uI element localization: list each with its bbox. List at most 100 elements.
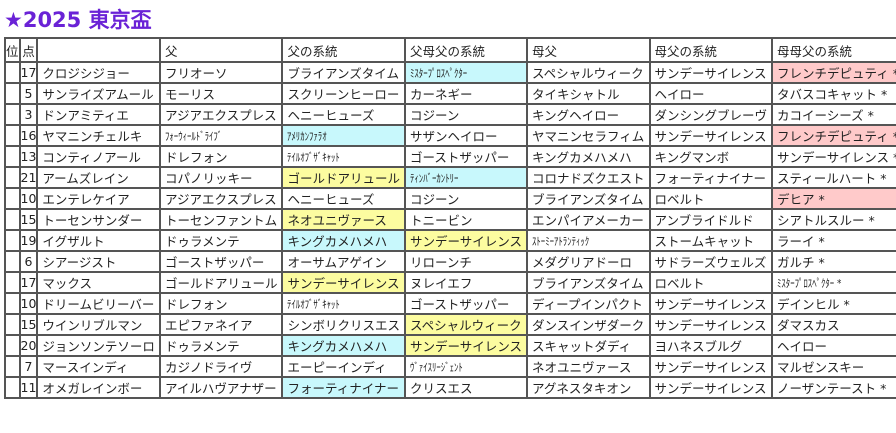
cell-dam-sire-line: ロベルト [648,271,774,294]
table-row: 10 ドリームビリーバー ドレフォン ﾃｲﾙｵﾌﾞｻﾞｷｬｯﾄ ゴーストザッパー ディープ… [4,292,896,315]
cell-text: カーネギー [409,87,473,102]
cell-text: フレンチデピュティ * [777,66,896,81]
cell-sire-line: フォーティナイナー [281,376,406,399]
cell-text: サンデーサイレンス [654,360,767,375]
cell-sire: アジアエクスプレス [158,103,284,126]
cell-text: キングカメハメハ [287,339,388,354]
cell-sire-dam-sire-line: クリスエス [403,376,528,399]
cell-text: 11 [20,380,37,395]
table-row: 21 アームズレイン コパノリッキー ゴールドアリュール ﾃｨﾝﾊﾞｰｶﾝﾄﾘｰ コロナド… [4,166,896,189]
cell-horse-name: イグザルト [36,229,161,252]
cell-rank [4,187,21,210]
cell-points: 3 [18,103,39,126]
cell-text: ヨハネスブルグ [654,339,743,354]
table-row: 17 マックス ゴールドアリュール サンデーサイレンス ヌレイエフ ブライアンズタイム ロベ… [4,271,896,294]
cell-text: キングマンボ [654,150,730,165]
cell-dam-sire-line: ヘイロー [648,82,774,105]
cell-dam-sire-line: サンデーサイレンス [648,313,774,336]
cell-text: エンテレケイア [42,192,130,207]
cell-sire-dam-sire-line: ゴーストザッパー [403,145,528,168]
cell-sire-dam-sire-line: ヌレイエフ [403,271,528,294]
cell-text: サンデーサイレンス [654,381,767,396]
table-row: 16 ヤマニンチェルキ ﾌｫｰｳｨｰﾙﾄﾞﾗｲﾌﾞ ｱﾒﾘｶﾝﾌｧﾗｵ サザンヘイロー ヤ… [4,124,896,147]
cell-rank [4,145,21,168]
cell-text: ドゥラメンテ [164,234,240,249]
cell-dam-sire-line: サドラーズウェルズ [648,250,774,273]
cell-dam-sire-line: ダンシングブレーヴ [648,103,774,126]
cell-points: 11 [18,376,39,399]
cell-sire-dam-sire-line: ﾃｨﾝﾊﾞｰｶﾝﾄﾘｰ [403,166,528,189]
cell-dam-sire-line: ヨハネスブルグ [648,334,774,357]
cell-dam-dam-sire-line: フレンチデピュティ * [771,124,896,147]
table-row: 11 オメガレインボー アイルハヴアナザー フォーティナイナー クリスエス アグネスタキオ… [4,376,896,399]
cell-points: 20 [18,334,39,357]
cell-text: ブライアンズタイム [531,276,644,291]
cell-text: サンデーサイレンス [654,129,767,144]
cell-text: キングカメハメハ [287,234,388,249]
cell-text: フォーティナイナー [287,381,399,396]
cell-points: 7 [18,355,39,378]
cell-dam-sire: スペシャルウィーク [525,61,651,84]
cell-text: ドレフォン [164,297,228,312]
cell-dam-dam-sire-line: ヘイロー [771,334,896,357]
header-sire: 父 [158,37,284,63]
cell-text: ヘイロー [654,87,705,102]
cell-points: 10 [18,187,39,210]
cell-dam-sire-line: キングマンボ [648,145,774,168]
cell-dam-dam-sire-line: スティールハート * [771,166,896,189]
cell-horse-name: オメガレインボー [36,376,161,399]
cell-text: エーピーインディ [287,360,387,375]
cell-dam-sire: ブライアンズタイム [525,187,651,210]
cell-text: ジョンソンテソーロ [42,339,155,354]
cell-horse-name: マースインディ [36,355,161,378]
cell-dam-dam-sire-line: マルゼンスキー [771,355,896,378]
cell-dam-sire: ネオユニヴァース [525,355,651,378]
cell-text: ヤマニンセラフィム [531,129,645,144]
cell-sire: ゴーストザッパー [158,250,284,273]
table-row: 20 ジョンソンテソーロ ドゥラメンテ キングカメハメハ サンデーサイレンス スキャットダ… [4,334,896,357]
cell-text: ドリームビリーバー [42,297,155,312]
cell-text: ヤマニンチェルキ [42,129,143,144]
cell-points: 17 [18,271,39,294]
cell-dam-sire-line: サンデーサイレンス [648,355,774,378]
cell-text: アジアエクスプレス [164,192,277,207]
cell-text: エンパイアメーカー [531,213,644,228]
cell-horse-name: トーセンサンダー [36,208,161,231]
cell-text: 5 [24,86,33,101]
cell-text: 10 [20,191,37,206]
cell-sire-line: ヘニーヒューズ [281,187,406,210]
cell-text: ロベルト [654,192,705,207]
cell-horse-name: ドンアミティエ [36,103,161,126]
cell-text: フリオーソ [164,66,228,81]
cell-text: フレンチデピュティ * [777,129,896,144]
page-title: ★2025 東京盃 [4,8,152,32]
cell-rank [4,271,21,294]
cell-text: ゴールドアリュール [287,171,400,186]
cell-text: 6 [24,254,33,269]
cell-text: リローンチ [409,255,472,270]
cell-points: 16 [18,124,39,147]
cell-sire-dam-sire-line: トニービン [403,208,528,231]
cell-text: キングカメハメハ [531,150,632,165]
cell-sire: アジアエクスプレス [158,187,284,210]
table-row: 15 トーセンサンダー トーセンファントム ネオユニヴァース トニービン エンパイアメーカ… [4,208,896,231]
cell-dam-dam-sire-line: デインヒル * [771,292,896,315]
cell-text: ヘニーヒューズ [287,192,375,207]
cell-text: ゴーストザッパー [409,150,510,165]
cell-text: ゴールドアリュール [164,276,278,291]
cell-text: カジノドライヴ [164,360,253,375]
cell-sire-line: キングカメハメハ [281,229,406,252]
cell-text: クロジシジョー [42,66,130,81]
cell-text: 19 [20,233,37,248]
cell-sire: エピファネイア [158,313,284,336]
cell-rank [4,208,21,231]
cell-dam-sire: コロナドズクエスト [525,166,651,189]
header-points: 点 [18,37,39,63]
cell-horse-name: エンテレケイア [36,187,161,210]
cell-sire-dam-sire-line: スペシャルウィーク [403,313,528,336]
cell-text: ロベルト [654,276,705,291]
cell-text: サンデーサイレンス [654,297,767,312]
cell-text: ラーイ * [777,234,825,249]
header-sire-line: 父の系統 [281,37,406,63]
table-row: 7 マースインディ カジノドライヴ エーピーインディ ｳﾞｧｲｽﾘｰｼﾞｪﾝﾄ ネオユニヴ… [4,355,896,378]
